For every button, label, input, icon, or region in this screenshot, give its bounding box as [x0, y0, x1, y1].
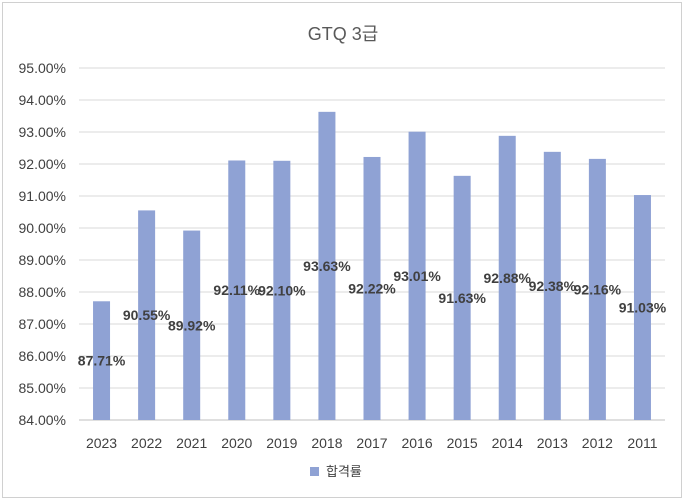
- data-label: 92.16%: [574, 281, 622, 297]
- y-tick-label: 86.00%: [19, 348, 66, 364]
- bar: [453, 175, 471, 420]
- data-label: 92.22%: [348, 280, 396, 296]
- bar: [138, 210, 156, 420]
- y-tick-label: 90.00%: [19, 220, 66, 236]
- legend: 합격률: [310, 465, 362, 480]
- bar: [273, 160, 291, 421]
- bar: [543, 151, 561, 420]
- y-tick-label: 89.00%: [19, 252, 66, 268]
- x-tick-label: 2013: [537, 435, 568, 451]
- bar: [93, 301, 111, 420]
- y-tick-label: 87.00%: [19, 316, 66, 332]
- data-label: 87.71%: [78, 353, 126, 369]
- data-labels: 87.71% 90.55%89.92% 92.11%92.10% 93.63% 92.2…: [78, 258, 667, 369]
- bar: [588, 158, 606, 420]
- data-label: 92.11%: [213, 282, 260, 298]
- chart-title: GTQ 3급: [308, 24, 379, 44]
- x-tick-label: 2019: [266, 435, 297, 451]
- bar: [228, 160, 246, 421]
- y-tick-label: 88.00%: [19, 284, 66, 300]
- x-tick-label: 2017: [356, 435, 387, 451]
- data-label: 92.10%: [258, 282, 306, 298]
- y-tick-label: 92.00%: [19, 156, 66, 172]
- y-tick-label: 95.00%: [19, 60, 66, 76]
- chart-frame: [2, 2, 682, 498]
- x-tick-label: 2014: [492, 435, 523, 451]
- data-label: 90.55%: [123, 307, 171, 323]
- y-tick-label: 94.00%: [19, 92, 66, 108]
- x-tick-label: 2016: [401, 435, 432, 451]
- data-label: 92.38%: [529, 278, 577, 294]
- bar: [363, 156, 381, 420]
- y-tick-label: 85.00%: [19, 380, 66, 396]
- y-axis-tick-labels: 84.00% 85.00% 86.00% 87.00% 88.00% 89.00% 90.0…: [19, 60, 66, 428]
- bars: [93, 111, 651, 421]
- data-label: 92.88%: [483, 270, 531, 286]
- y-tick-label: 84.00%: [19, 412, 66, 428]
- y-tick-label: 93.00%: [19, 124, 66, 140]
- data-label: 89.92%: [168, 317, 216, 333]
- y-tick-label: 91.00%: [19, 188, 66, 204]
- x-tick-label: 2021: [176, 435, 207, 451]
- data-label: 91.63%: [438, 290, 486, 306]
- x-tick-label: 2015: [447, 435, 478, 451]
- x-tick-label: 2022: [131, 435, 162, 451]
- bar: [318, 111, 336, 420]
- data-label: 93.63%: [303, 258, 351, 274]
- bar: [183, 230, 201, 420]
- x-tick-label: 2012: [582, 435, 613, 451]
- x-tick-label: 2023: [86, 435, 117, 451]
- legend-label: 합격률: [326, 465, 362, 480]
- bar: [408, 131, 426, 420]
- x-tick-label: 2018: [311, 435, 342, 451]
- legend-swatch: [310, 467, 319, 476]
- bar: [633, 195, 651, 420]
- x-tick-label: 2011: [627, 435, 657, 451]
- x-tick-label: 2020: [221, 435, 252, 451]
- data-label: 91.03%: [619, 300, 667, 316]
- x-axis-tick-labels: 2023 2022 2021 2020 2019 2018 2017 2016 2015 2014…: [86, 435, 658, 451]
- bar: [498, 135, 516, 420]
- data-label: 93.01%: [393, 268, 441, 284]
